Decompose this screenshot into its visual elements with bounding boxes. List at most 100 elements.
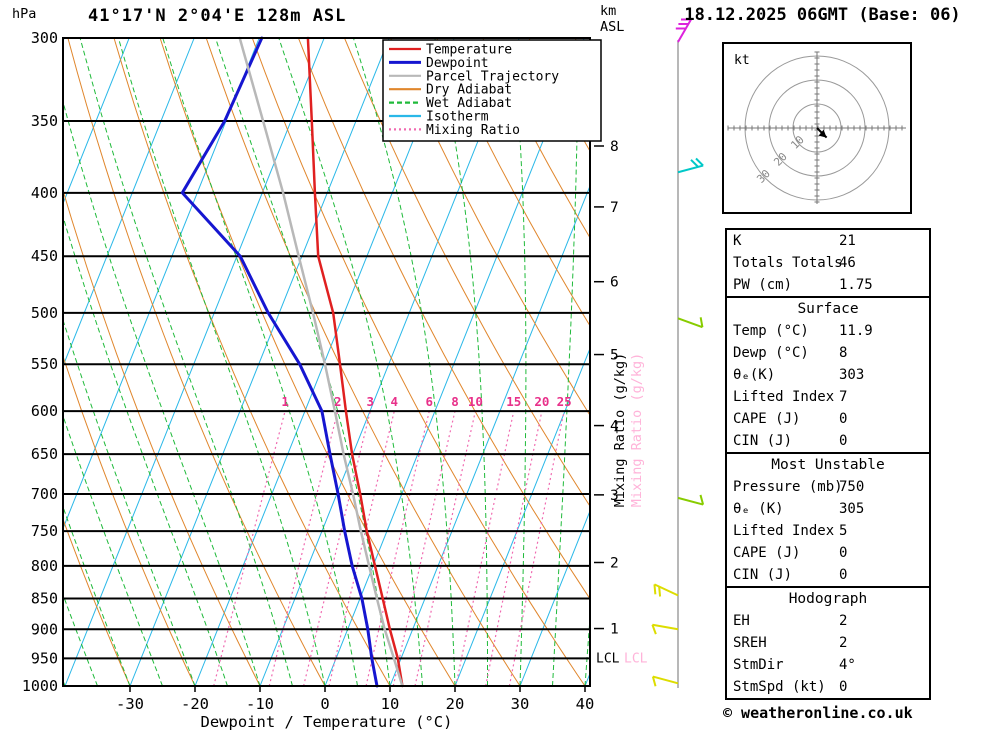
svg-text:350: 350	[31, 112, 58, 130]
svg-text:Isotherm: Isotherm	[426, 110, 489, 125]
table-section-header: Hodograph	[788, 591, 868, 607]
table-row: PW (cm) 1.75	[727, 274, 929, 296]
svg-text:kt: kt	[734, 53, 750, 68]
table-row: CIN (J) 0	[727, 564, 929, 586]
table-row-value: 0	[839, 679, 848, 695]
svg-text:Mixing Ratio (g/kg): Mixing Ratio (g/kg)	[612, 353, 628, 507]
stats-table: Most Unstable Pressure (mb) 750 θₑ (K) 305 Li…	[725, 452, 931, 588]
svg-text:2: 2	[334, 394, 342, 409]
station-title: 41°17'N 2°04'E 128m ASL	[88, 6, 347, 26]
table-row-value: 0	[839, 545, 848, 561]
stats-table: Hodograph EH 2 SREH 2 StmDir 4° StmSpd (kt) 0	[725, 586, 931, 700]
svg-text:800: 800	[31, 557, 58, 575]
table-row-value: 0	[839, 433, 848, 449]
table-row-label: CIN (J)	[733, 433, 793, 449]
table-row-value: 0	[839, 567, 848, 583]
right-panel: 18.12.2025 06GMT (Base: 06) 10 20 30 kt K 21…	[645, 0, 1000, 733]
table-row-label: PW (cm)	[733, 277, 793, 293]
svg-text:750: 750	[31, 522, 58, 540]
table-row: Lifted Index 5	[727, 520, 929, 542]
table-row-label: θₑ (K)	[733, 501, 784, 517]
svg-text:-30: -30	[116, 695, 144, 713]
svg-text:Dewpoint / Temperature (°C): Dewpoint / Temperature (°C)	[201, 713, 453, 731]
table-row-value: 305	[839, 501, 865, 517]
table-row-label: Lifted Index	[733, 523, 835, 539]
table-row-value: 5	[839, 523, 848, 539]
svg-text:2: 2	[610, 555, 619, 571]
table-row-label: CAPE (J)	[733, 545, 801, 561]
svg-text:-10: -10	[246, 695, 274, 713]
stats-table: K 21 Totals Totals 46 PW (cm) 1.75	[725, 228, 931, 298]
svg-text:20: 20	[446, 695, 465, 713]
table-row-value: 21	[839, 233, 856, 249]
svg-text:5: 5	[610, 348, 619, 364]
svg-text:Mixing Ratio: Mixing Ratio	[426, 123, 520, 138]
table-row: StmSpd (kt) 0	[727, 676, 929, 698]
svg-text:30: 30	[511, 695, 530, 713]
svg-text:40: 40	[576, 695, 595, 713]
table-section-header: Most Unstable	[771, 457, 885, 473]
copyright: © weatheronline.co.uk	[723, 704, 913, 722]
svg-text:650: 650	[31, 445, 58, 463]
table-row-value: 1.75	[839, 277, 873, 293]
table-row: Temp (°C) 11.9	[727, 320, 929, 342]
table-row-value: 4°	[839, 657, 856, 673]
svg-text:3: 3	[610, 488, 619, 504]
svg-text:1: 1	[281, 394, 289, 409]
svg-text:8: 8	[451, 394, 459, 409]
table-row: θₑ (K) 305	[727, 498, 929, 520]
svg-text:-20: -20	[181, 695, 209, 713]
svg-text:400: 400	[31, 184, 58, 202]
table-row-label: StmDir	[733, 657, 784, 673]
svg-text:700: 700	[31, 485, 58, 503]
svg-text:LCL: LCL	[624, 651, 648, 666]
svg-text:6: 6	[610, 275, 619, 291]
table-row-label: CIN (J)	[733, 567, 793, 583]
svg-text:Dry Adiabat: Dry Adiabat	[426, 83, 512, 98]
skewt-diagram: 1 2 3 4 6 8 10 15 20 2530035040045050055060065070…	[22, 29, 648, 731]
table-row: θₑ(K) 303	[727, 364, 929, 386]
svg-text:550: 550	[31, 355, 58, 373]
table-row-value: 2	[839, 613, 848, 629]
svg-text:850: 850	[31, 590, 58, 608]
table-row-label: Temp (°C)	[733, 323, 809, 339]
table-row: CAPE (J) 0	[727, 408, 929, 430]
svg-text:500: 500	[31, 304, 58, 322]
table-row-value: 11.9	[839, 323, 873, 339]
svg-text:950: 950	[31, 649, 58, 667]
table-row-label: SREH	[733, 635, 767, 651]
svg-text:6: 6	[425, 394, 433, 409]
table-row-value: 8	[839, 345, 848, 361]
svg-text:900: 900	[31, 620, 58, 638]
table-row: StmDir 4°	[727, 654, 929, 676]
svg-text:600: 600	[31, 402, 58, 420]
table-row: SREH 2	[727, 632, 929, 654]
table-section-header: Surface	[797, 301, 859, 317]
svg-text:Temperature: Temperature	[426, 43, 512, 58]
svg-text:Dewpoint: Dewpoint	[426, 56, 489, 71]
svg-text:4: 4	[391, 394, 399, 409]
table-row-label: StmSpd (kt)	[733, 679, 826, 695]
pressure-axis-unit: hPa	[12, 6, 37, 22]
svg-text:7: 7	[610, 200, 619, 216]
table-row-value: 750	[839, 479, 865, 495]
table-row-label: EH	[733, 613, 750, 629]
table-row: K 21	[727, 230, 929, 252]
svg-text:10: 10	[381, 695, 400, 713]
table-row: Pressure (mb) 750	[727, 476, 929, 498]
table-row: EH 2	[727, 610, 929, 632]
table-row: Totals Totals 46	[727, 252, 929, 274]
table-row-value: 7	[839, 389, 848, 405]
svg-text:Mixing Ratio (g/kg): Mixing Ratio (g/kg)	[629, 353, 645, 507]
table-row-value: 0	[839, 411, 848, 427]
table-row-label: Lifted Index	[733, 389, 835, 405]
wind-barb-column	[651, 18, 705, 688]
table-row-value: 46	[839, 255, 856, 271]
svg-text:1000: 1000	[22, 677, 58, 695]
table-row: Lifted Index 7	[727, 386, 929, 408]
svg-text:1: 1	[610, 622, 619, 638]
table-row-label: CAPE (J)	[733, 411, 801, 427]
svg-text:20: 20	[534, 394, 549, 409]
